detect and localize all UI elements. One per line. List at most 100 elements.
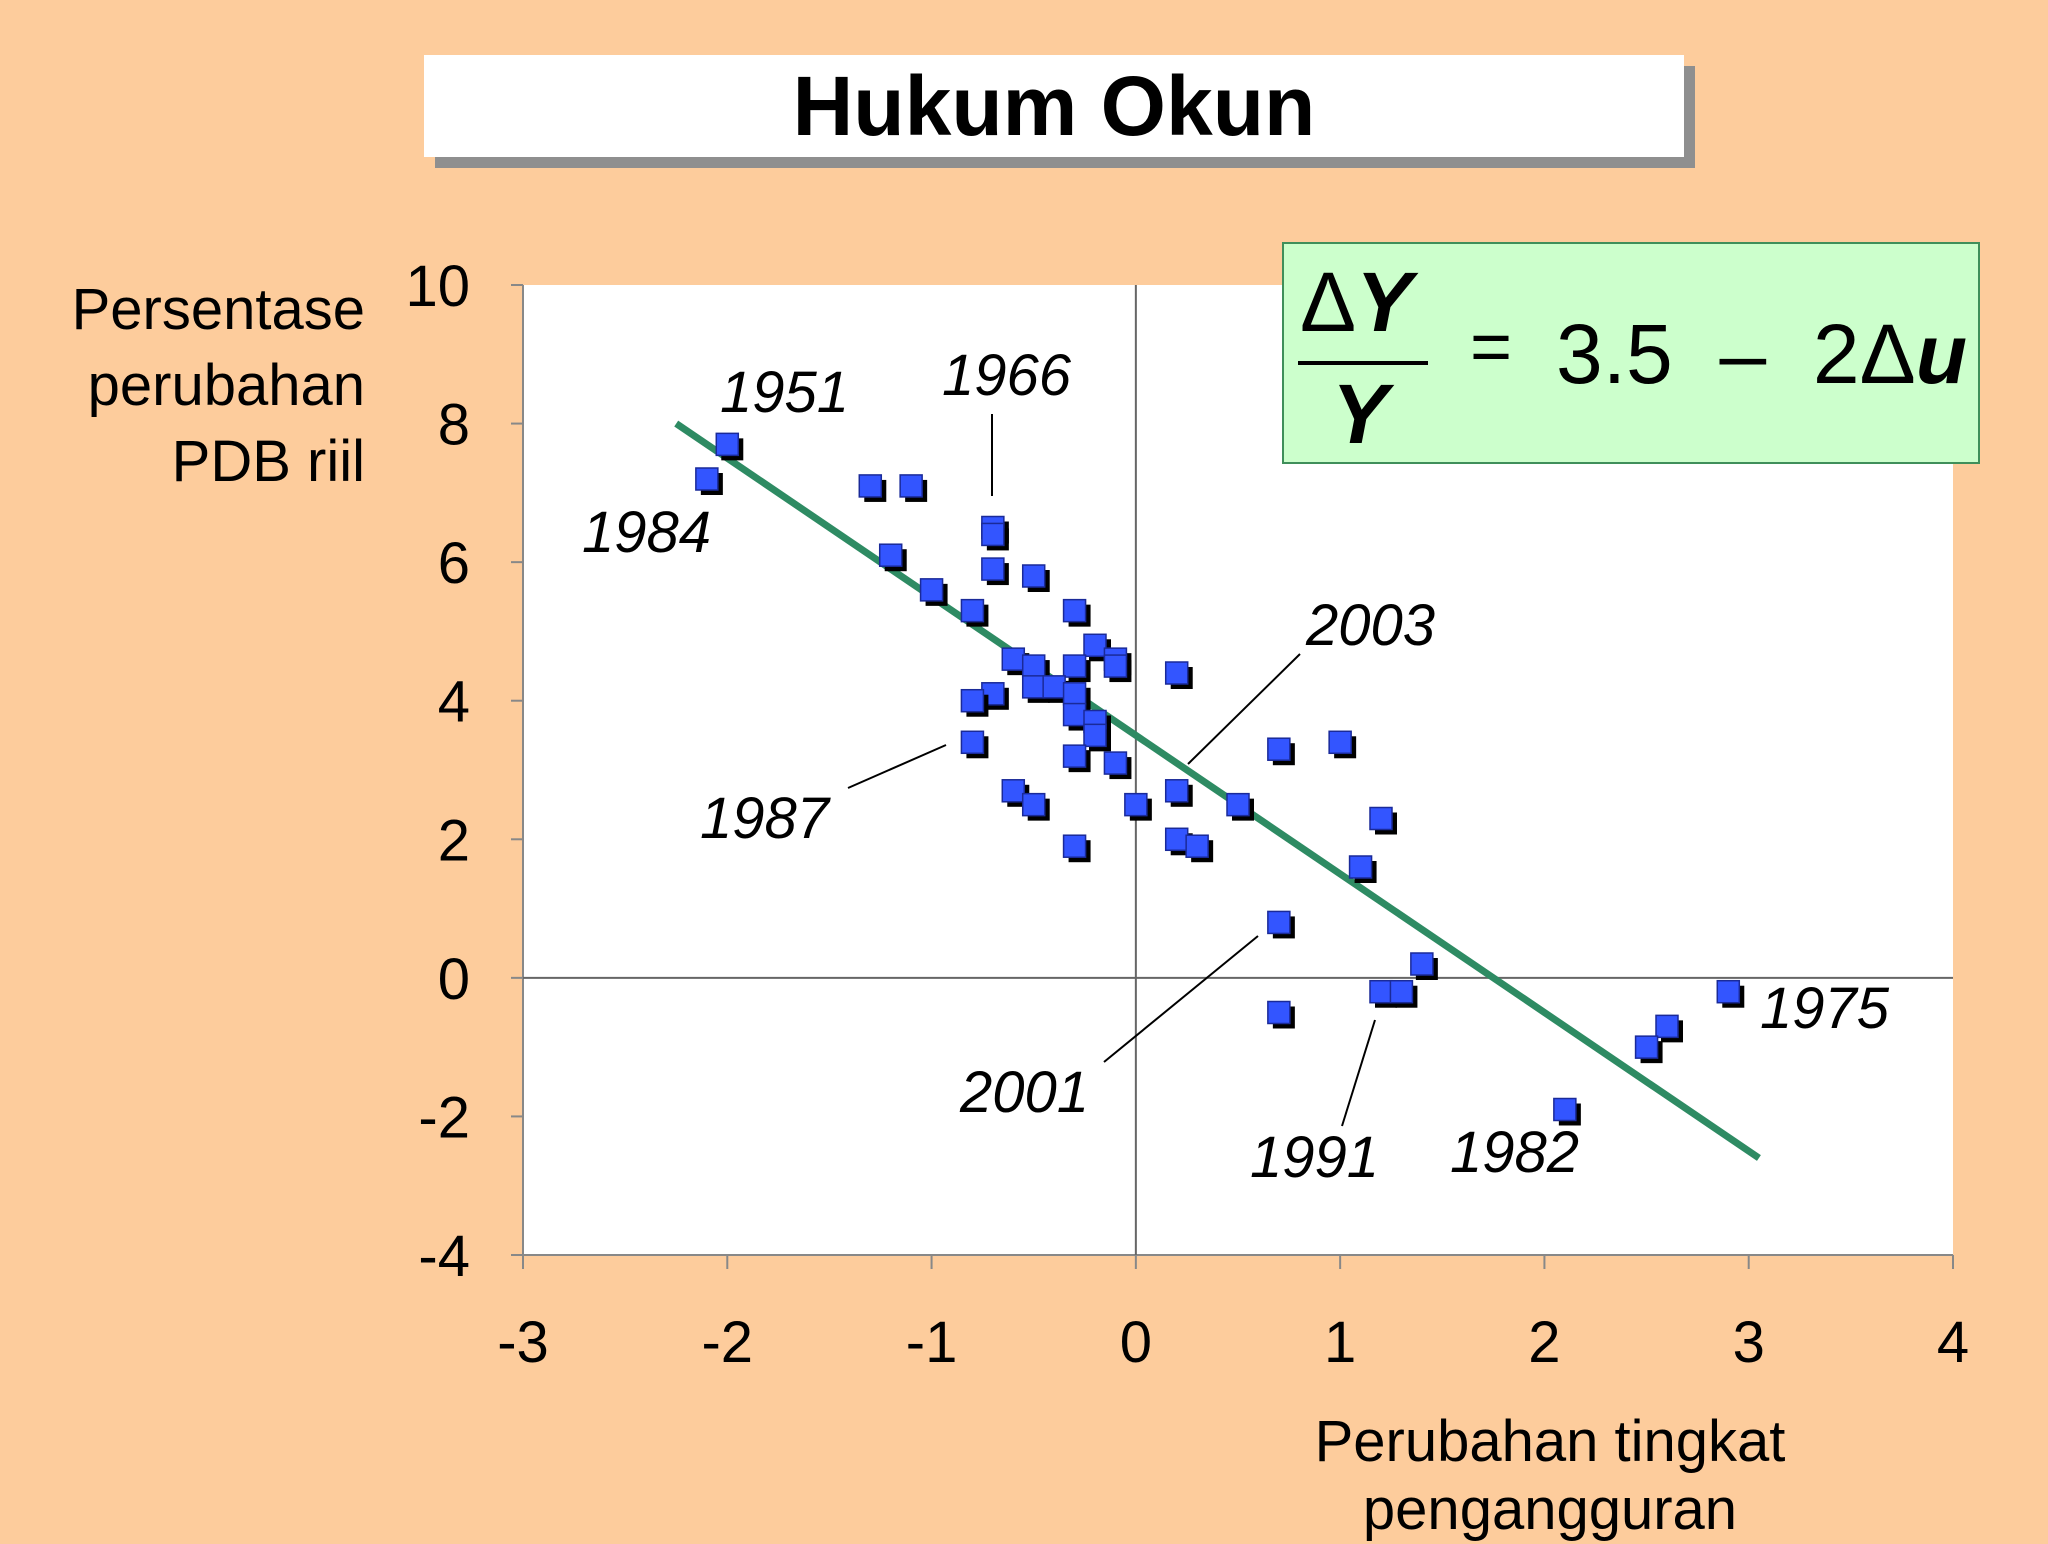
- data-point-marker: [1716, 979, 1741, 1004]
- data-point: [1164, 661, 1193, 689]
- equation-denominator: Y: [1332, 366, 1388, 463]
- equation-numerator: ΔY: [1300, 254, 1412, 351]
- data-point: [981, 557, 1009, 586]
- data-point-marker: [919, 578, 944, 602]
- data-point-marker: [1103, 654, 1128, 678]
- data-point-marker: [1267, 737, 1291, 761]
- data-point-marker: [1062, 744, 1087, 768]
- data-point: [1062, 834, 1091, 863]
- page-title: Hukum Okun: [792, 58, 1316, 153]
- data-point: [1655, 1014, 1683, 1043]
- variable-y: Y: [1356, 255, 1413, 349]
- data-point-marker: [1164, 827, 1189, 852]
- data-point: [878, 543, 907, 572]
- y-tick-label: 4: [438, 670, 470, 735]
- data-point: [960, 730, 989, 759]
- data-point-marker: [1185, 834, 1209, 858]
- x-tick-label: 4: [1937, 1310, 1969, 1375]
- x-axis-label: Perubahan tingkat pengangguran: [1314, 1409, 1786, 1542]
- y-tick-label: -4: [418, 1224, 470, 1289]
- data-point-marker: [1369, 806, 1393, 831]
- data-point-marker: [1042, 675, 1066, 699]
- data-point-marker: [960, 730, 985, 755]
- data-point-marker: [1062, 654, 1087, 678]
- data-point-marker: [715, 432, 740, 457]
- data-point: [981, 522, 1009, 551]
- data-point-marker: [1634, 1035, 1659, 1059]
- y-tick-label: -2: [418, 1085, 470, 1150]
- equation-rhs: 3.5 – 2Δu: [1556, 306, 1967, 403]
- data-point: [1062, 744, 1091, 773]
- data-point: [1103, 654, 1132, 683]
- equation-constant: 3.5: [1556, 307, 1673, 401]
- data-point: [1634, 1035, 1663, 1064]
- fraction-bar: [1298, 361, 1428, 365]
- data-point-marker: [1226, 792, 1250, 817]
- y-tick-label: 0: [438, 947, 470, 1012]
- data-point-marker: [1369, 979, 1393, 1004]
- data-point-marker: [1083, 633, 1107, 658]
- equals-sign: =: [1470, 307, 1513, 387]
- fit-line: [674, 420, 1761, 1161]
- delta-symbol: Δ: [1300, 255, 1357, 349]
- x-tick-label: 2: [1528, 1310, 1560, 1375]
- data-point-marker: [1062, 702, 1087, 727]
- data-point-marker: [981, 557, 1005, 581]
- minus-sign: –: [1719, 307, 1767, 401]
- annotation-label: 1987: [700, 786, 832, 851]
- data-point-marker: [960, 688, 985, 713]
- y-axis-label: Persentase perubahan PDB riil: [71, 277, 365, 494]
- axes-layer: 10 8 6 4 2 0 -2 -4 -3 -2 -1 0 1 2 3 4: [405, 254, 1969, 1375]
- data-point: [919, 578, 948, 606]
- data-point-marker: [960, 598, 985, 623]
- annotation-leader-line: [847, 744, 947, 789]
- data-point: [899, 474, 928, 502]
- data-point: [1021, 564, 1050, 592]
- data-point: [715, 432, 744, 461]
- variable-u: u: [1915, 307, 1968, 401]
- y-tick-label: 2: [438, 808, 470, 873]
- data-point-marker: [1164, 779, 1189, 803]
- data-point-marker: [1103, 751, 1128, 775]
- data-point-marker: [1267, 1000, 1291, 1025]
- data-point: [1410, 952, 1438, 980]
- equation-coefficient: 2Δ: [1812, 307, 1916, 401]
- data-point-marker: [1062, 682, 1087, 706]
- data-point: [981, 682, 1009, 710]
- data-point-marker: [1021, 564, 1046, 588]
- annotation-leader-line: [1341, 1019, 1376, 1127]
- x-tick-label: -2: [701, 1310, 753, 1375]
- equation-box: ΔY Y = 3.5 – 2Δu: [1282, 242, 1980, 464]
- data-point-marker: [695, 467, 719, 491]
- data-point-marker: [899, 474, 923, 498]
- data-point: [1267, 910, 1295, 939]
- data-point: [695, 467, 723, 495]
- x-tick-label: 0: [1120, 1310, 1152, 1375]
- annotation-label: 2003: [1305, 593, 1435, 658]
- annotation-label: 1951: [720, 360, 849, 425]
- data-point: [1062, 654, 1091, 683]
- x-tick-label: 1: [1324, 1310, 1356, 1375]
- data-point-marker: [1164, 661, 1189, 685]
- annotation-label: 2001: [959, 1060, 1089, 1125]
- data-point-marker: [1655, 1014, 1679, 1039]
- annotation-layer: 1951 1984 1966 1987 2003 2001 1991 1982 1975: [582, 343, 1890, 1190]
- data-point: [1021, 792, 1050, 821]
- data-point-marker: [1062, 598, 1087, 623]
- data-point-marker: [878, 543, 903, 567]
- x-tick-label: 3: [1733, 1310, 1765, 1375]
- points-layer: [695, 432, 1745, 1126]
- data-point-marker: [1348, 855, 1373, 879]
- y-tick-label: 6: [438, 531, 470, 596]
- data-point-marker: [1062, 834, 1087, 858]
- data-point: [1083, 723, 1111, 752]
- data-point-marker: [1124, 792, 1148, 817]
- data-point: [1164, 779, 1193, 807]
- data-point-marker: [1267, 910, 1291, 935]
- data-point: [1124, 792, 1152, 821]
- data-point: [1369, 806, 1397, 835]
- data-point-marker: [1021, 675, 1046, 699]
- y-tick-label: 8: [438, 393, 470, 458]
- data-point: [1328, 730, 1357, 759]
- annotation-label: 1984: [582, 500, 711, 565]
